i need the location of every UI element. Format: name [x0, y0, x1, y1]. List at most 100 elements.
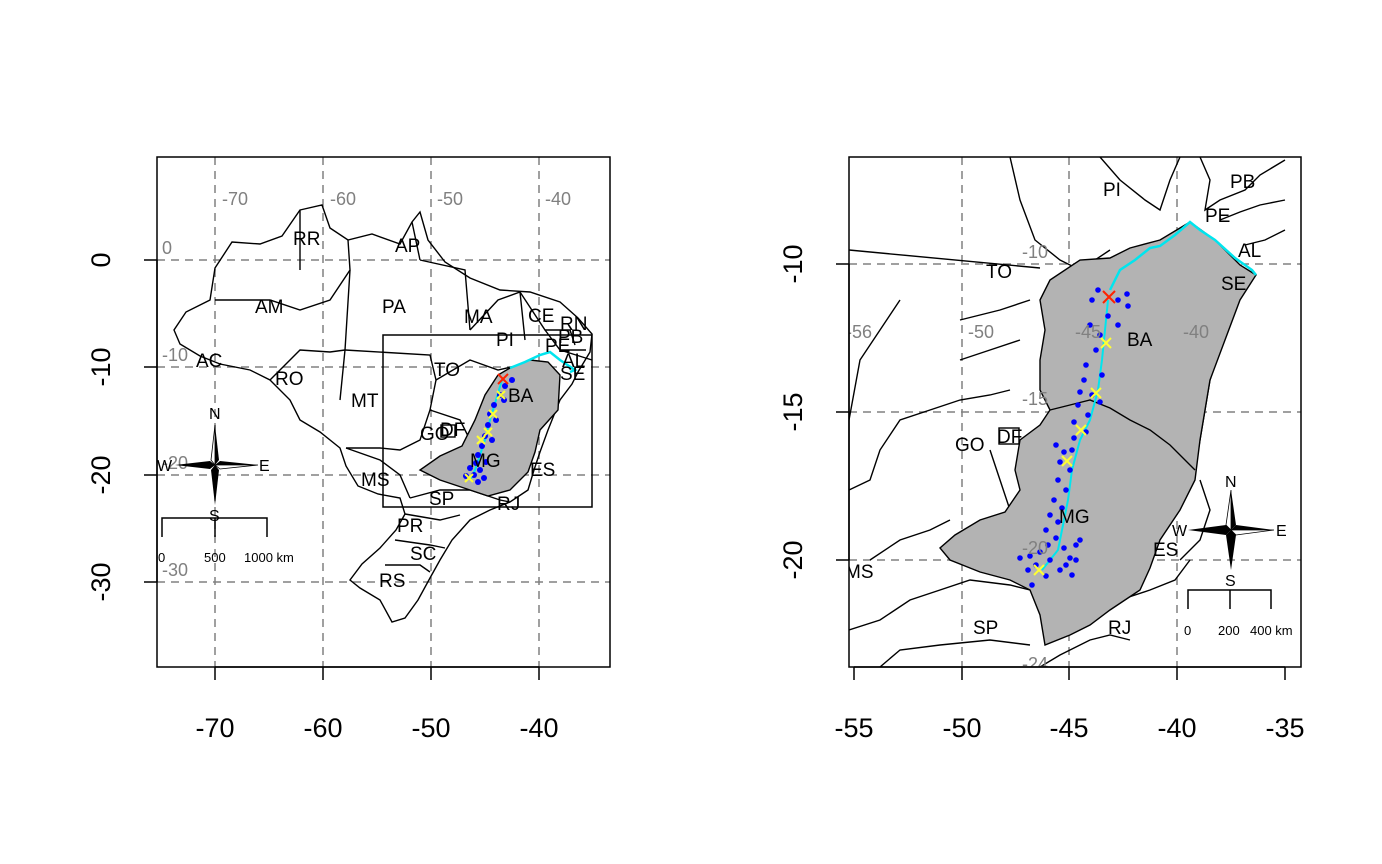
brazil-outline	[173, 204, 593, 623]
state-label: PB	[1230, 172, 1255, 193]
point	[1037, 549, 1043, 555]
state-label: MS	[845, 562, 874, 583]
grid-lat-label: -30	[162, 560, 188, 580]
right-x-axis	[853, 666, 1286, 680]
state-label: PE	[545, 336, 570, 357]
point	[1083, 362, 1089, 368]
waypoint-marker	[1033, 337, 1112, 576]
left-y-axis	[144, 259, 158, 583]
point	[1061, 545, 1067, 551]
waypoint-marker	[464, 390, 506, 483]
start-marker	[1102, 290, 1116, 304]
point	[485, 422, 491, 428]
point	[481, 475, 487, 481]
x-tick-label: -40	[1157, 713, 1196, 743]
grid-lon-label: -50	[437, 189, 463, 209]
state-label: TO	[434, 360, 460, 381]
point	[1077, 389, 1083, 395]
right-river	[1108, 220, 1257, 291]
compass-w: W	[1172, 523, 1188, 540]
state-label: SP	[429, 489, 454, 510]
point	[1059, 505, 1065, 511]
state-label: RJ	[1108, 618, 1131, 639]
scale-label: 0	[1184, 623, 1191, 638]
state-label: SC	[410, 544, 436, 565]
point	[1067, 555, 1073, 561]
state-label: RJ	[497, 494, 520, 515]
grid-lat-label: -15	[1022, 389, 1048, 409]
right-ba-mg-border	[1049, 399, 1196, 471]
right-scale-bar: 0 200 400 km	[1184, 589, 1293, 638]
point	[473, 460, 479, 466]
point	[1071, 435, 1077, 441]
point	[509, 377, 515, 383]
point	[475, 479, 481, 485]
grid-lon-label: -45	[1075, 322, 1101, 342]
state-label: PE	[1205, 206, 1230, 227]
state-label: PI	[496, 330, 514, 351]
state-label: RS	[379, 571, 405, 592]
state-label: MA	[464, 307, 493, 328]
point	[1027, 553, 1033, 559]
grid-lat-label: -10	[162, 345, 188, 365]
point	[1051, 497, 1057, 503]
point	[1063, 562, 1069, 568]
compass-s: S	[209, 508, 220, 525]
y-tick-label: 0	[86, 252, 116, 267]
left-state-labels: RR AP AM PA MA CE RN PB PE AL SE PI AC R…	[196, 229, 587, 592]
x-tick-label: -60	[303, 713, 342, 743]
point	[1115, 322, 1121, 328]
state-label: AL	[1238, 241, 1261, 262]
point	[1053, 535, 1059, 541]
state-label: PA	[382, 297, 406, 318]
grid-lon-label: -40	[545, 189, 571, 209]
point	[1057, 567, 1063, 573]
left-highlight-region	[418, 359, 561, 497]
scale-label: 1000 km	[244, 550, 294, 565]
point	[491, 402, 497, 408]
compass-w: W	[157, 458, 173, 475]
point	[1061, 449, 1067, 455]
point	[1105, 313, 1111, 319]
point	[502, 383, 508, 389]
point	[1124, 291, 1130, 297]
scale-label: 500	[204, 550, 226, 565]
x-tick-label: -70	[195, 713, 234, 743]
state-label: MG	[1059, 507, 1090, 528]
state-label: SE	[560, 364, 585, 385]
state-label: DF	[997, 427, 1022, 448]
right-x-tick-labels: -55 -50 -45 -40 -35	[834, 713, 1304, 743]
point	[1043, 527, 1049, 533]
state-label: CE	[528, 306, 554, 327]
right-y-axis	[836, 263, 850, 561]
x-tick-label: -50	[942, 713, 981, 743]
point	[1029, 582, 1035, 588]
point	[1115, 297, 1121, 303]
point	[1043, 573, 1049, 579]
point	[489, 437, 495, 443]
compass-n: N	[1225, 474, 1237, 491]
state-label: AC	[196, 351, 222, 372]
left-river-south	[469, 379, 503, 481]
state-label: MT	[351, 391, 379, 412]
x-tick-label: -50	[411, 713, 450, 743]
point	[1097, 399, 1103, 405]
compass-e: E	[1276, 523, 1287, 540]
state-label: ES	[1153, 540, 1178, 561]
point	[1095, 287, 1101, 293]
left-y-tick-labels: 0 -10 -20 -30	[86, 252, 116, 601]
left-x-axis	[214, 666, 540, 680]
right-highlight-region	[939, 221, 1257, 646]
state-label: GO	[420, 424, 450, 445]
grid-lon-label: -50	[968, 322, 994, 342]
point	[1045, 542, 1051, 548]
state-label: RR	[293, 229, 320, 250]
point	[467, 465, 473, 471]
y-tick-label: -20	[86, 455, 116, 494]
y-tick-label: -10	[86, 347, 116, 386]
point	[1069, 447, 1075, 453]
state-label: RO	[275, 369, 304, 390]
point	[1025, 567, 1031, 573]
grid-lat-label: -20	[162, 453, 188, 473]
